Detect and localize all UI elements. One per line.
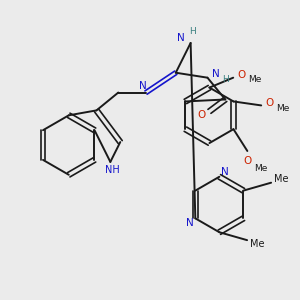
- Text: Me: Me: [274, 174, 288, 184]
- Text: Me: Me: [248, 75, 262, 84]
- Text: N: N: [221, 167, 229, 177]
- Text: Me: Me: [254, 164, 268, 173]
- Text: N: N: [139, 81, 147, 91]
- Text: O: O: [243, 156, 251, 166]
- Text: Me: Me: [250, 239, 264, 249]
- Text: O: O: [237, 70, 245, 80]
- Text: O: O: [197, 110, 206, 120]
- Text: Me: Me: [276, 104, 290, 113]
- Text: NH: NH: [105, 165, 120, 175]
- Text: O: O: [265, 98, 273, 108]
- Text: N: N: [185, 218, 193, 228]
- Text: H: H: [222, 75, 229, 84]
- Text: N: N: [212, 69, 219, 79]
- Text: N: N: [177, 33, 184, 43]
- Text: H: H: [189, 27, 196, 36]
